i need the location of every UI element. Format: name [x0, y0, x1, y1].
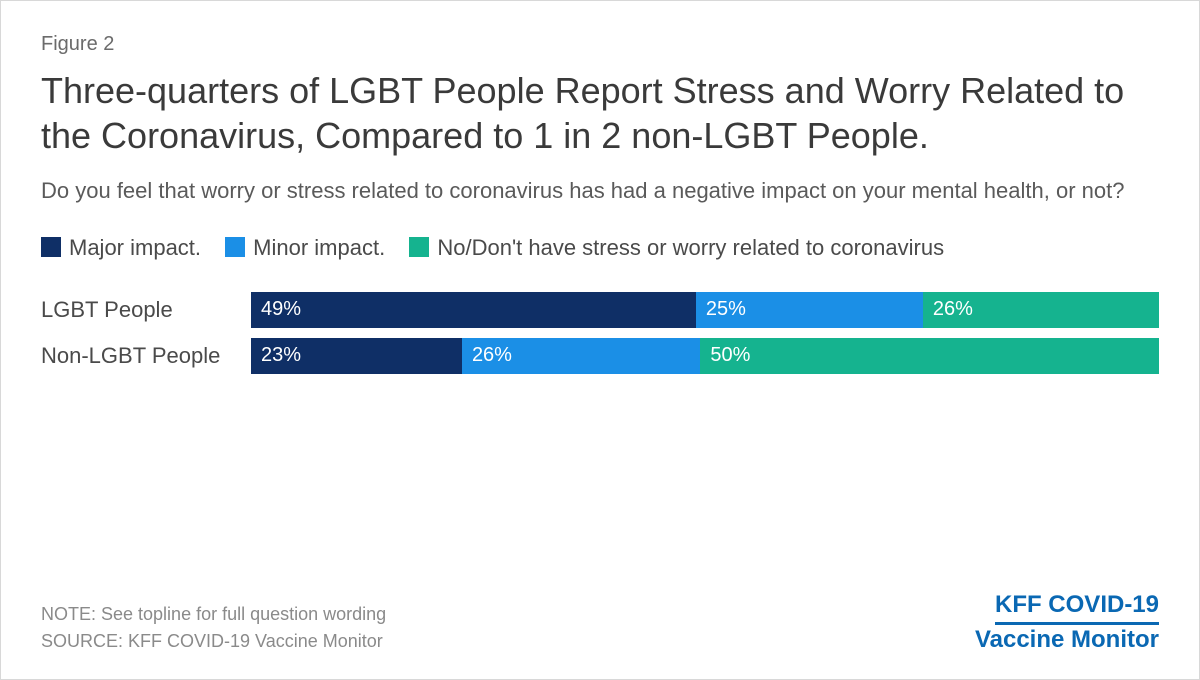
stacked-bar: 49%25%26% [251, 292, 1159, 328]
chart-title: Three-quarters of LGBT People Report Str… [41, 68, 1159, 158]
figure-label: Figure 2 [41, 33, 1159, 56]
legend-label: No/Don't have stress or worry related to… [437, 235, 944, 260]
chart-row: Non-LGBT People23%26%50% [41, 338, 1159, 374]
figure-footer: NOTE: See topline for full question word… [41, 590, 1159, 655]
bar-segment: 26% [462, 338, 700, 374]
chart-subtitle: Do you feel that worry or stress related… [41, 176, 1159, 207]
brand-line2: Vaccine Monitor [975, 626, 1159, 653]
legend-item: Minor impact. [225, 235, 385, 260]
legend-item: Major impact. [41, 235, 201, 260]
bar-segment: 25% [696, 292, 923, 328]
legend-swatch [225, 237, 245, 257]
legend: Major impact. Minor impact. No/Don't hav… [41, 231, 1159, 264]
legend-item: No/Don't have stress or worry related to… [409, 235, 944, 260]
row-label: Non-LGBT People [41, 343, 251, 369]
stacked-bar: 23%26%50% [251, 338, 1159, 374]
bar-segment: 23% [251, 338, 462, 374]
legend-label: Major impact. [69, 235, 201, 260]
brand-logo: KFF COVID-19 Vaccine Monitor [975, 590, 1159, 655]
figure-frame: Figure 2 Three-quarters of LGBT People R… [0, 0, 1200, 680]
footer-notes: NOTE: See topline for full question word… [41, 601, 386, 655]
footer-source: SOURCE: KFF COVID-19 Vaccine Monitor [41, 628, 386, 655]
footer-note: NOTE: See topline for full question word… [41, 601, 386, 628]
legend-swatch [409, 237, 429, 257]
legend-swatch [41, 237, 61, 257]
bar-segment: 50% [700, 338, 1159, 374]
chart-row: LGBT People49%25%26% [41, 292, 1159, 328]
legend-label: Minor impact. [253, 235, 385, 260]
brand-line1: KFF COVID-19 [995, 590, 1159, 625]
bar-segment: 26% [923, 292, 1159, 328]
bar-segment: 49% [251, 292, 696, 328]
row-label: LGBT People [41, 297, 251, 323]
stacked-bar-chart: LGBT People49%25%26%Non-LGBT People23%26… [41, 292, 1159, 374]
